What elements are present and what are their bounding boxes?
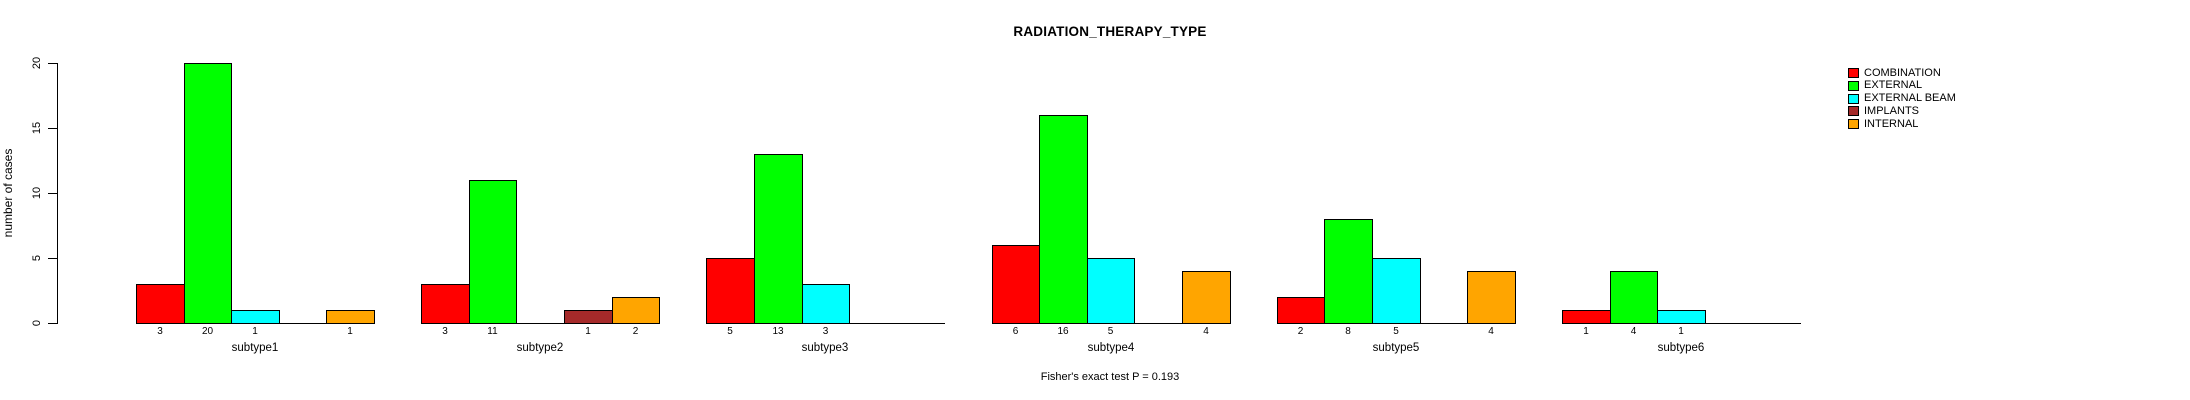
category-label: subtype1 xyxy=(231,342,279,354)
legend-item: COMBINATION xyxy=(1848,66,1941,79)
legend-label: EXTERNAL xyxy=(1864,79,1923,92)
bar-value-label: 3 xyxy=(157,326,163,337)
bar-external-beam-subtype3 xyxy=(802,284,850,324)
legend-item: INTERNAL xyxy=(1848,117,1919,130)
bar-combination-subtype6 xyxy=(1562,310,1611,324)
legend-label: INTERNAL xyxy=(1864,117,1919,130)
bar-value-label: 16 xyxy=(1057,326,1069,337)
category-label: subtype4 xyxy=(1087,342,1135,354)
bar-value-label: 13 xyxy=(772,326,784,337)
y-tick-mark xyxy=(48,193,57,194)
y-tick-mark xyxy=(48,323,57,324)
category-label: subtype2 xyxy=(516,342,564,354)
legend-item: IMPLANTS xyxy=(1848,104,1920,117)
legend-label: IMPLANTS xyxy=(1864,104,1920,117)
bar-external-subtype5 xyxy=(1324,219,1373,324)
y-axis-line xyxy=(57,63,58,324)
bar-combination-subtype1 xyxy=(136,284,185,324)
bar-internal-subtype4 xyxy=(1182,271,1231,324)
x-axis-baseline xyxy=(421,323,660,324)
legend-item: EXTERNAL BEAM xyxy=(1848,93,1956,104)
y-tick-mark xyxy=(48,128,57,129)
legend-swatch xyxy=(1848,93,1859,104)
category-label: subtype5 xyxy=(1372,342,1420,354)
bar-external-subtype2 xyxy=(469,180,517,324)
bar-value-label: 8 xyxy=(1345,326,1351,337)
bar-value-label: 5 xyxy=(727,326,733,337)
bar-implants-subtype2 xyxy=(564,310,613,324)
bar-value-label: 20 xyxy=(201,326,214,337)
bar-internal-subtype1 xyxy=(326,310,375,324)
legend-label: COMBINATION xyxy=(1864,66,1941,79)
bar-internal-subtype5 xyxy=(1467,271,1516,324)
bar-value-label: 5 xyxy=(1107,326,1114,337)
category-label: subtype6 xyxy=(1657,342,1705,354)
bar-value-label: 3 xyxy=(442,326,448,337)
bar-value-label: 1 xyxy=(1583,326,1589,337)
bar-combination-subtype3 xyxy=(706,258,755,324)
bar-value-label: 11 xyxy=(487,326,498,337)
bar-value-label: 1 xyxy=(1678,326,1684,337)
bar-external-subtype4 xyxy=(1039,115,1088,324)
bar-external-beam-subtype4 xyxy=(1087,258,1135,324)
legend-swatch xyxy=(1848,106,1859,117)
category-label: subtype3 xyxy=(801,342,849,354)
y-tick-label: 20 xyxy=(31,56,43,70)
bar-external-subtype3 xyxy=(754,154,803,324)
bar-external-beam-subtype5 xyxy=(1372,258,1421,324)
legend-label: EXTERNAL BEAM xyxy=(1864,92,1956,104)
bar-external-subtype6 xyxy=(1610,271,1658,324)
bar-external-beam-subtype6 xyxy=(1657,310,1706,324)
bar-value-label: 1 xyxy=(347,326,353,337)
legend-swatch xyxy=(1848,119,1859,129)
bar-combination-subtype2 xyxy=(421,284,470,324)
bar-internal-subtype2 xyxy=(612,297,660,324)
y-tick-mark xyxy=(48,258,57,259)
legend-item: EXTERNAL xyxy=(1848,80,1922,91)
bar-value-label: 2 xyxy=(632,326,639,337)
bar-value-label: 1 xyxy=(585,326,591,337)
bar-external-beam-subtype1 xyxy=(231,310,280,324)
bar-value-label: 2 xyxy=(1297,326,1304,337)
y-axis-label: number of cases xyxy=(1,148,15,238)
legend-swatch xyxy=(1848,68,1859,78)
bar-external-subtype1 xyxy=(184,63,232,324)
bar-value-label: 4 xyxy=(1630,326,1637,337)
bar-value-label: 1 xyxy=(252,326,258,337)
bar-value-label: 4 xyxy=(1203,326,1209,337)
y-tick-mark xyxy=(48,63,57,64)
bar-value-label: 3 xyxy=(822,326,829,337)
bar-combination-subtype4 xyxy=(992,245,1040,324)
bar-value-label: 5 xyxy=(1393,326,1399,337)
stat-annotation: Fisher's exact test P = 0.193 xyxy=(1040,371,1180,383)
bar-combination-subtype5 xyxy=(1277,297,1325,324)
legend-swatch xyxy=(1848,80,1859,91)
bar-value-label: 6 xyxy=(1012,326,1019,337)
chart-title: RADIATION_THERAPY_TYPE xyxy=(1013,24,1207,39)
bar-value-label: 4 xyxy=(1488,326,1494,337)
